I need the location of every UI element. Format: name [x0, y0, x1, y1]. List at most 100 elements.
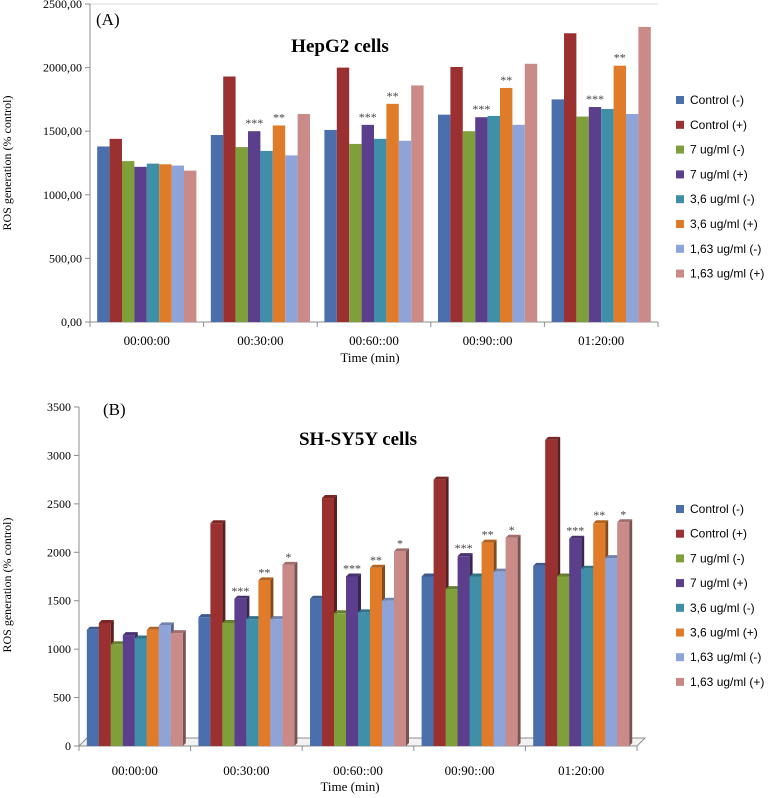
bar — [324, 129, 337, 322]
x-tick-label: 00:30:00 — [237, 333, 283, 348]
legend-entry: Control (-) — [690, 502, 744, 516]
bar — [297, 114, 310, 322]
bar — [246, 619, 259, 746]
bar — [398, 140, 412, 322]
bar-top — [270, 616, 286, 620]
bar-top — [122, 632, 138, 636]
panel-b-xlabel: Time (min) — [320, 779, 379, 794]
legend-entry: 1,63 ug/ml (-) — [690, 650, 761, 664]
bar — [248, 131, 261, 322]
bar — [210, 135, 224, 322]
bar — [533, 565, 546, 746]
y-tick-label: 1500,00 — [43, 124, 82, 138]
bar-top — [469, 573, 485, 577]
bar — [336, 67, 350, 322]
bar-top — [222, 619, 238, 623]
bar — [438, 114, 451, 322]
y-tick-label: 2000 — [47, 545, 71, 559]
significance-marker: ** — [258, 565, 270, 579]
bar — [334, 613, 346, 746]
bar — [462, 131, 476, 322]
legend-entry: Control (+) — [690, 527, 747, 541]
bar — [450, 66, 463, 323]
legend-entry: 7 ug/ml (+) — [690, 167, 748, 181]
bar — [258, 580, 271, 746]
bar — [588, 107, 602, 322]
bar — [285, 155, 298, 322]
bar — [626, 114, 639, 322]
y-tick-label: 500,00 — [49, 251, 82, 265]
y-tick-label: 500 — [53, 691, 71, 705]
bar-top — [210, 520, 226, 524]
bar — [361, 124, 374, 322]
bar — [109, 138, 122, 322]
y-tick-label: 3500 — [47, 400, 71, 414]
significance-marker: ** — [500, 73, 512, 87]
bar-top — [421, 573, 437, 577]
legend-swatch — [676, 145, 684, 154]
bar — [184, 170, 197, 322]
panel-a-plot: 0,00 500,00 1000,00 1500,00 2000,00 2500,00 00… — [43, 0, 659, 348]
bar-top — [617, 519, 633, 523]
legend-swatch — [676, 628, 684, 637]
bar — [569, 538, 582, 746]
bar — [505, 537, 518, 746]
bar-top — [457, 553, 473, 557]
significance-marker: * — [397, 536, 403, 550]
bar-side — [629, 519, 633, 746]
panel-b-ylabel: ROS generation (% control) — [0, 518, 14, 653]
bar — [411, 85, 424, 323]
bar — [270, 619, 283, 746]
significance-marker: *** — [455, 541, 473, 555]
panel-b-plot: 0 500 1000 1500 2000 2500 3000 3500 00:00:00 00:3… — [47, 400, 647, 778]
bar — [386, 103, 399, 323]
bar — [235, 147, 248, 322]
panel-a-xlabel: Time (min) — [340, 350, 399, 365]
bar-side — [517, 534, 521, 746]
legend-swatch — [676, 244, 684, 253]
bar — [223, 76, 236, 322]
significance-marker: * — [509, 523, 515, 537]
panel-b-label: (B) — [103, 400, 126, 419]
x-tick-label: 00:00:00 — [124, 333, 170, 348]
bar-top — [433, 476, 449, 480]
bar — [374, 138, 387, 322]
bar — [134, 166, 147, 322]
bar — [500, 87, 513, 323]
bar — [576, 116, 589, 323]
bar — [551, 99, 564, 323]
bar — [122, 635, 135, 746]
bar-top — [158, 622, 174, 626]
legend-swatch — [676, 603, 684, 612]
legend-swatch — [676, 220, 684, 228]
bar — [421, 576, 434, 746]
x-tick-label: 01:20:00 — [578, 333, 624, 348]
bar-top — [358, 609, 373, 613]
significance-marker: *** — [566, 524, 584, 538]
panel-a-title: HepG2 cells — [291, 36, 389, 57]
panel-b-shsy5y: (B) SH-SY5Y cells ROS generation (% cont… — [0, 400, 764, 794]
bar-top — [98, 619, 114, 623]
y-tick-label: 2500,00 — [43, 0, 82, 11]
bar — [613, 65, 626, 322]
bar — [524, 63, 538, 323]
bar — [282, 564, 295, 746]
bar-top — [282, 561, 298, 565]
panel-b-title: SH-SY5Y cells — [299, 429, 417, 450]
bar — [512, 124, 525, 322]
x-tick-label: 00:90::00 — [445, 763, 495, 778]
bar — [110, 644, 123, 746]
legend-entry: 1,63 ug/ml (-) — [690, 242, 761, 256]
bar — [210, 523, 223, 746]
legend-swatch — [676, 195, 684, 204]
x-tick-label: 00:60::00 — [333, 763, 383, 778]
bar — [234, 598, 247, 746]
bar — [322, 498, 334, 746]
bar — [346, 576, 358, 746]
bar — [171, 165, 184, 322]
bar — [349, 143, 362, 322]
legend-entry: 3,6 ug/ml (+) — [690, 217, 758, 231]
bar-top — [346, 573, 361, 577]
bar-top — [505, 534, 521, 538]
legend-swatch — [676, 529, 684, 538]
